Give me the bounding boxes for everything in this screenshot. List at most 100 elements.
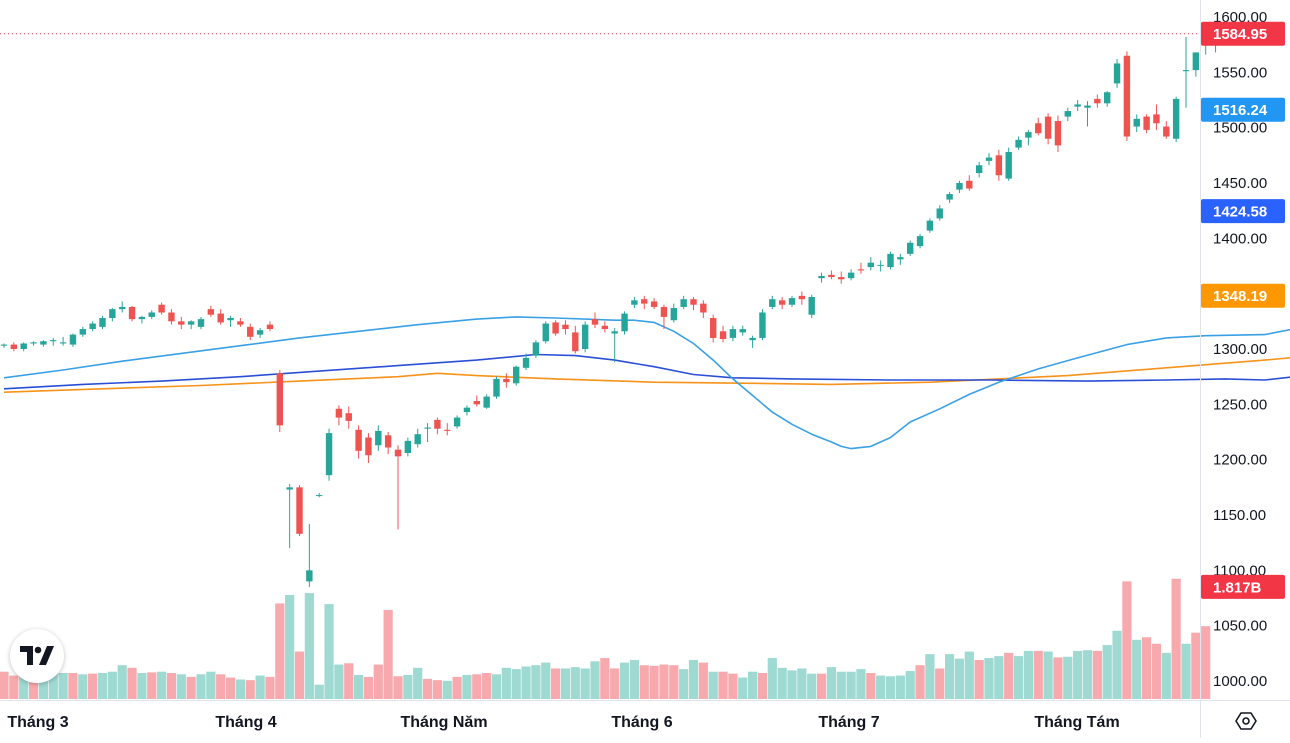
candle-body	[138, 316, 146, 320]
volume-bar	[1142, 637, 1152, 699]
candle	[503, 373, 510, 388]
volume-bar	[245, 680, 255, 699]
candle	[532, 340, 540, 358]
candle	[690, 296, 697, 311]
candle-body	[798, 295, 806, 300]
volume-bar	[255, 675, 265, 699]
volume-bar	[856, 669, 866, 699]
candle-body	[384, 435, 392, 448]
volume-bar	[1112, 630, 1122, 699]
candle-body	[365, 437, 372, 456]
volume-bar	[88, 673, 98, 699]
candle-body	[69, 334, 77, 345]
candle-body	[641, 299, 648, 304]
volume-bar	[738, 677, 748, 699]
price-tick-label: 1250.00	[1213, 396, 1267, 413]
candle-body	[670, 308, 677, 321]
candle	[296, 485, 303, 537]
volume-bar	[521, 666, 531, 699]
candle-body	[513, 366, 520, 384]
price-badge-bg	[1201, 97, 1285, 122]
volume-bar	[354, 674, 364, 699]
price-tick-label: 1000.00	[1213, 673, 1267, 690]
candle-body	[286, 487, 293, 490]
candle	[650, 298, 658, 310]
volume-bar	[767, 658, 777, 699]
candle-body	[788, 298, 796, 305]
volume-bar	[1043, 651, 1053, 699]
price-tick-label: 1050.00	[1213, 618, 1267, 635]
candle-body	[660, 306, 668, 317]
candle	[384, 432, 392, 455]
volume-bar	[462, 674, 472, 699]
candle	[897, 253, 904, 265]
volume-bar	[757, 673, 768, 699]
candle	[424, 423, 431, 442]
candle	[542, 321, 549, 344]
candle	[1153, 104, 1160, 130]
time-axis[interactable]: Tháng 3 Tháng 4 Tháng Năm Tháng 6 Tháng 7 Thá…	[7, 714, 1119, 731]
candle	[375, 425, 382, 451]
candle	[316, 492, 323, 498]
candle-body	[572, 332, 579, 352]
candle-body	[936, 208, 943, 219]
volume-bar	[1013, 656, 1024, 699]
candle	[365, 433, 372, 463]
candle-body	[956, 183, 963, 190]
candle-body	[966, 180, 973, 189]
candle	[335, 405, 343, 426]
candle-body	[59, 342, 67, 344]
chart-settings-button[interactable]	[1233, 708, 1259, 734]
candle	[10, 342, 18, 352]
candle-body	[552, 322, 559, 334]
tradingview-logo[interactable]	[10, 629, 64, 683]
volume-bar	[363, 676, 374, 699]
candle-body	[503, 378, 510, 383]
volume-bar	[551, 668, 561, 699]
volume-bar	[826, 667, 836, 699]
candle	[769, 295, 776, 310]
volume-bar	[1161, 652, 1171, 699]
candle	[404, 437, 412, 457]
volume-bar	[422, 678, 433, 699]
candle-body	[1182, 70, 1190, 72]
volume-bar	[344, 663, 354, 699]
volume-bar	[413, 667, 423, 699]
candle	[158, 302, 165, 315]
volume-bar	[176, 674, 186, 699]
volume-bar	[679, 669, 689, 699]
candle	[59, 336, 67, 346]
candle	[966, 175, 973, 191]
volume-bar	[452, 676, 462, 699]
candle-body	[79, 329, 86, 335]
candle-body	[128, 306, 136, 320]
moving-average-lines	[3, 316, 1290, 450]
candle-body	[217, 313, 224, 323]
volume-bar	[1122, 581, 1132, 699]
candle-body	[30, 342, 37, 344]
price-tick-label: 1400.00	[1213, 230, 1267, 247]
candle	[572, 325, 579, 354]
ma-short-line	[3, 316, 1290, 450]
time-tick-label: Tháng 7	[818, 714, 879, 731]
volume-bar	[1033, 650, 1043, 699]
candle-body	[40, 341, 47, 345]
candle	[20, 342, 27, 352]
candle-body	[1084, 105, 1091, 108]
candle	[138, 315, 146, 324]
price-tick-label: 1500.00	[1213, 120, 1267, 137]
candle	[926, 218, 934, 233]
candle	[788, 295, 796, 307]
candle-body	[1035, 123, 1042, 134]
candle	[1123, 51, 1131, 141]
candle	[1084, 101, 1091, 127]
candle-body	[759, 312, 766, 338]
volume-bar	[1063, 656, 1073, 699]
volume-bar	[501, 667, 511, 699]
candle	[562, 320, 569, 335]
candle-body	[434, 419, 441, 429]
volume-bar	[482, 673, 492, 699]
volume-bar	[166, 673, 177, 699]
